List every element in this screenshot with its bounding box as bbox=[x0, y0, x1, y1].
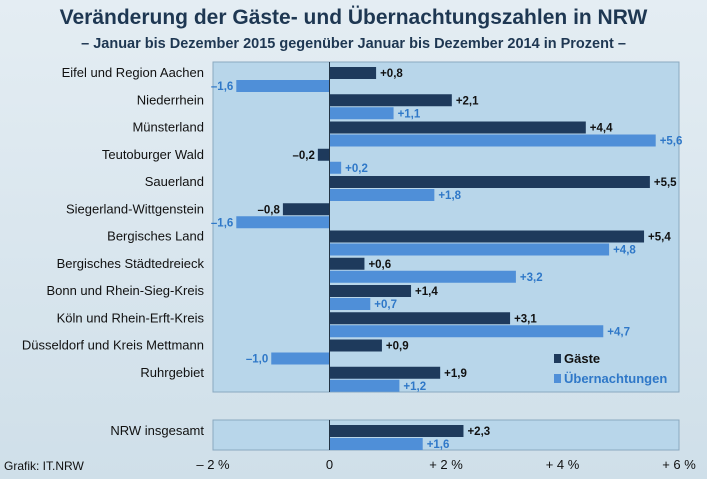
bar-uebernachtungen bbox=[236, 216, 330, 229]
category-label: Niederrhein bbox=[137, 92, 204, 107]
bar-gaeste bbox=[329, 425, 464, 437]
bar-uebernachtungen bbox=[329, 379, 400, 392]
category-label: Köln und Rhein-Erft-Kreis bbox=[57, 310, 205, 325]
data-label-uebernachtungen: +0,2 bbox=[345, 163, 368, 175]
legend-label-gaeste: Gäste bbox=[564, 351, 600, 366]
category-label: NRW insgesamt bbox=[110, 423, 204, 438]
category-label: Sauerland bbox=[145, 174, 204, 189]
data-label-uebernachtungen: –1,6 bbox=[211, 217, 233, 229]
bar-uebernachtungen bbox=[329, 298, 371, 310]
category-label: Teutoburger Wald bbox=[102, 147, 204, 162]
data-label-uebernachtungen: +1,8 bbox=[438, 190, 461, 202]
bar-gaeste bbox=[329, 366, 441, 379]
source-note: Grafik: IT.NRW bbox=[4, 459, 84, 473]
data-label-uebernachtungen: –1,0 bbox=[246, 354, 268, 366]
legend-swatch-gaeste bbox=[554, 354, 561, 363]
x-tick-label: 0 bbox=[326, 457, 333, 472]
x-tick-label: + 4 % bbox=[546, 457, 580, 472]
bar-gaeste bbox=[329, 339, 382, 352]
chart-subtitle: – Januar bis Dezember 2015 gegenüber Jan… bbox=[81, 36, 626, 52]
data-label-gaeste: +0,9 bbox=[386, 341, 409, 353]
data-label-gaeste: +5,5 bbox=[654, 177, 677, 189]
bar-gaeste bbox=[329, 257, 365, 270]
data-label-gaeste: +5,4 bbox=[648, 232, 671, 244]
bar-gaeste bbox=[329, 94, 452, 107]
data-label-uebernachtungen: +5,6 bbox=[660, 136, 683, 148]
category-label: Bergisches Land bbox=[107, 229, 204, 244]
bar-uebernachtungen bbox=[329, 243, 610, 256]
category-label: Münsterland bbox=[132, 120, 204, 135]
bar-gaeste bbox=[329, 67, 377, 79]
legend-swatch-uebernachtungen bbox=[554, 374, 561, 383]
bar-gaeste bbox=[329, 176, 650, 188]
data-label-gaeste: +3,1 bbox=[514, 313, 537, 325]
data-label-gaeste: +0,8 bbox=[380, 68, 403, 80]
bar-gaeste bbox=[329, 121, 586, 134]
data-label-uebernachtungen: –1,6 bbox=[211, 81, 233, 93]
data-label-uebernachtungen: +4,8 bbox=[613, 245, 636, 257]
data-label-uebernachtungen: +0,7 bbox=[374, 299, 397, 311]
bar-uebernachtungen bbox=[329, 189, 435, 201]
data-label-uebernachtungen: +1,1 bbox=[398, 108, 421, 120]
category-label: Bergisches Städtedreieck bbox=[57, 256, 205, 271]
data-label-gaeste: +1,4 bbox=[415, 286, 438, 298]
bar-uebernachtungen bbox=[271, 352, 330, 365]
data-label-uebernachtungen: +3,2 bbox=[520, 272, 543, 284]
bar-uebernachtungen bbox=[236, 80, 330, 92]
data-label-uebernachtungen: +1,2 bbox=[403, 381, 426, 393]
x-tick-label: – 2 % bbox=[196, 457, 230, 472]
bar-uebernachtungen bbox=[329, 134, 656, 147]
bar-uebernachtungen bbox=[329, 107, 394, 120]
data-label-gaeste: +0,6 bbox=[368, 259, 391, 271]
category-label: Bonn und Rhein-Sieg-Kreis bbox=[46, 283, 204, 298]
bar-uebernachtungen bbox=[329, 325, 604, 338]
data-label-uebernachtungen: +1,6 bbox=[427, 439, 450, 451]
legend-label-uebernachtungen: Übernachtungen bbox=[564, 371, 667, 386]
bar-uebernachtungen bbox=[329, 438, 423, 450]
bar-gaeste bbox=[317, 148, 330, 161]
category-label: Eifel und Region Aachen bbox=[62, 65, 204, 80]
data-label-gaeste: +4,4 bbox=[590, 123, 613, 135]
bar-gaeste bbox=[329, 312, 511, 325]
chart-title: Veränderung der Gäste- und Übernachtungs… bbox=[59, 6, 648, 29]
data-label-gaeste: +2,3 bbox=[467, 426, 490, 438]
x-tick-label: + 6 % bbox=[662, 457, 696, 472]
data-label-uebernachtungen: +4,7 bbox=[607, 326, 630, 338]
data-label-gaeste: +2,1 bbox=[456, 95, 479, 107]
data-label-gaeste: +1,9 bbox=[444, 368, 467, 380]
data-label-gaeste: –0,8 bbox=[258, 204, 281, 216]
bar-gaeste bbox=[329, 230, 645, 243]
data-label-gaeste: –0,2 bbox=[292, 150, 314, 162]
bar-gaeste bbox=[329, 285, 412, 297]
bar-uebernachtungen bbox=[329, 270, 516, 283]
bar-uebernachtungen bbox=[329, 161, 342, 174]
x-tick-label: + 2 % bbox=[429, 457, 463, 472]
bar-gaeste bbox=[282, 203, 330, 216]
category-label: Düsseldorf und Kreis Mettmann bbox=[22, 338, 204, 353]
category-label: Ruhrgebiet bbox=[140, 365, 204, 380]
category-label: Siegerland-Wittgenstein bbox=[66, 201, 204, 216]
